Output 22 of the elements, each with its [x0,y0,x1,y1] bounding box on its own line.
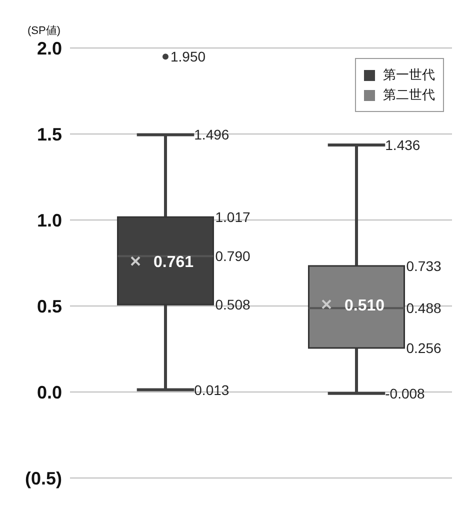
y-axis-title: (SP値) [28,25,60,37]
annotation: 0.790 [215,248,250,264]
y-tick-label: 0.0 [36,382,62,402]
y-tick-label: 0.5 [36,296,62,316]
annotation: 0.510 [344,297,385,314]
annotation: 1.436 [385,137,420,154]
annotation: 1.950 [170,48,206,65]
annotation: 1.017 [215,209,250,226]
annotation: 0.733 [406,258,442,274]
annotation: 0.488 [406,300,442,316]
annotation: 0.256 [406,340,442,356]
y-tick-label: (0.5) [24,468,62,488]
annotation: 0.508 [215,296,250,313]
legend-label: 第二世代 [383,86,435,104]
annotation: 0.013 [194,382,230,398]
y-tick-label: 2.0 [36,38,62,58]
y-tick-label: 1.0 [36,210,62,230]
legend-label: 第一世代 [383,66,435,84]
annotation: -0.008 [385,385,426,402]
y-tick-label: 1.5 [36,124,62,144]
annotation: 0.761 [153,254,194,272]
annotation: 1.496 [194,126,230,143]
